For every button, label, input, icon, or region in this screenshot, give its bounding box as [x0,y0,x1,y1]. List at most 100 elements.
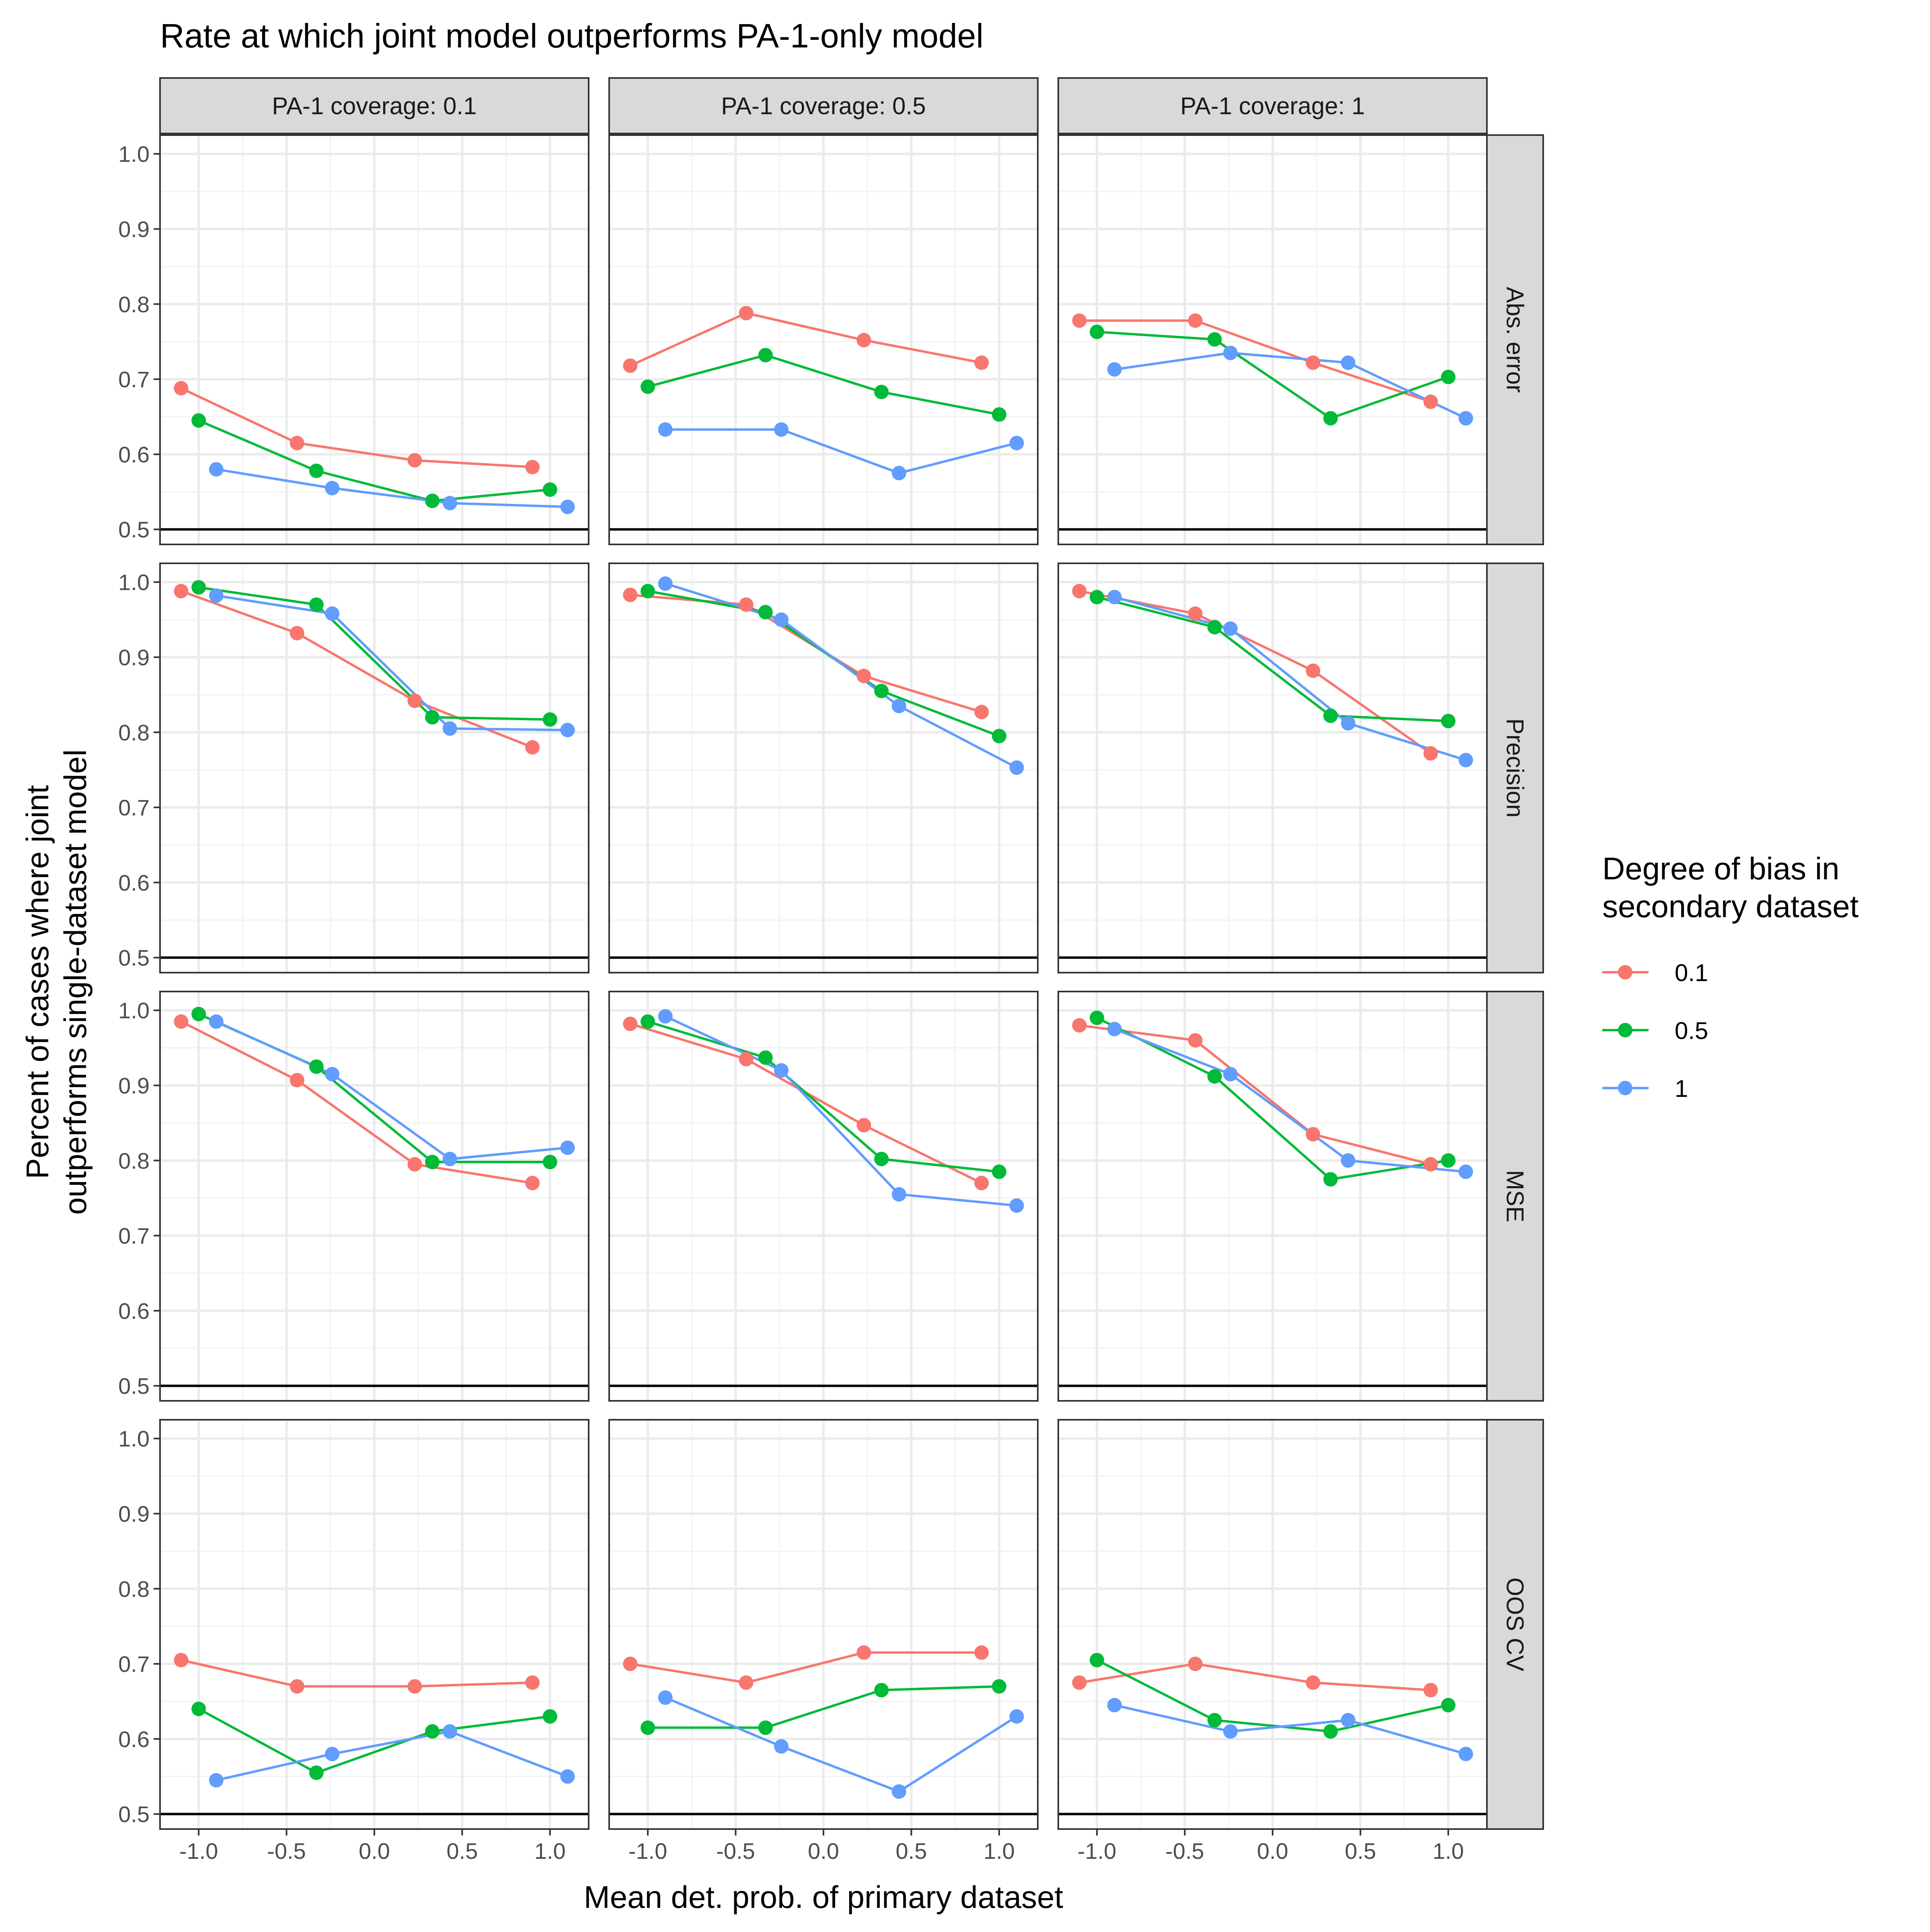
y-tick-label: 0.5 [118,517,150,542]
data-point-0-5 [309,463,324,478]
legend-key-point [1618,1023,1632,1037]
data-point-1 [325,1067,340,1082]
data-point-0-5 [641,584,655,599]
data-point-1 [209,588,224,603]
data-point-1 [442,1724,457,1739]
data-point-1 [1458,1164,1473,1179]
data-point-0-1 [525,1675,540,1690]
data-point-0-5 [1323,1172,1338,1187]
data-point-0-1 [974,1176,989,1191]
y-tick-label: 0.8 [118,1148,150,1173]
x-tick-label: 1.0 [983,1838,1015,1864]
y-tick-label: 1.0 [118,142,150,167]
data-point-0-1 [1188,606,1203,621]
panel-abs-error-col-3 [1057,134,1488,545]
data-point-0-1 [623,1016,638,1031]
data-point-0-1 [1072,584,1087,599]
data-point-1 [209,1014,224,1029]
data-point-0-1 [1072,1675,1087,1690]
strips-layer: PA-1 coverage: 0.1 PA-1 coverage: 0.5 PA-1… [159,77,1544,1830]
y-tick-label: 0.9 [118,216,150,242]
panel-border [608,563,1039,973]
data-point-1 [658,576,673,591]
column-strip-label: PA-1 coverage: 0.1 [272,92,476,119]
data-point-0-5 [1090,324,1105,339]
data-point-1 [1223,1724,1238,1739]
data-point-1 [1223,345,1238,360]
data-point-0-1 [174,1653,189,1667]
y-tick-label: 0.7 [118,367,150,392]
column-strip-label: PA-1 coverage: 0.5 [721,92,926,119]
row-strip-label: Precision [1502,719,1529,818]
y-tick-label: 0.7 [118,1651,150,1677]
x-tick-label: 0.5 [447,1838,478,1864]
data-point-0-5 [992,1164,1006,1179]
data-point-0-1 [974,704,989,719]
series-line-0-5 [198,586,550,721]
data-point-0-5 [874,1152,889,1166]
data-point-0-5 [1441,1698,1456,1712]
data-point-0-5 [641,1720,655,1735]
y-tick-label: 0.5 [118,945,150,971]
series-line-0-1 [181,590,533,749]
y-axis-title-line: outperforms single-dataset model [57,749,93,1215]
data-point-1 [891,698,906,713]
series-line-0-1 [181,387,533,468]
data-point-0-1 [1306,1127,1320,1142]
series-line-0-1 [630,312,982,367]
data-point-0-1 [1306,1675,1320,1690]
axes-layer: 0.5 0.6 0.7 0.8 0.9 1.0 0.5 0.6 0.7 0.8 0.9 1.0 0.5 0… [20,142,1464,1915]
data-point-1 [209,462,224,477]
panel-oos-cv-col-3 [1057,1419,1488,1830]
legend-item-1: 1 [1602,1075,1688,1102]
y-tick-label: 0.6 [118,1727,150,1752]
series-line-0-5 [198,419,550,502]
x-tick-label: 0.5 [896,1838,927,1864]
data-point-1 [891,1187,906,1202]
data-point-0-1 [739,306,754,320]
data-point-1 [658,422,673,437]
panel-border [159,563,589,973]
data-point-1 [1223,621,1238,636]
data-point-0-5 [542,1155,557,1170]
data-point-1 [325,480,340,495]
data-point-0-5 [191,1702,206,1716]
data-point-0-1 [407,1157,422,1172]
y-axis-title-line: Percent of cases where joint [20,785,55,1179]
data-point-0-5 [758,1050,773,1065]
data-point-1 [325,1747,340,1762]
data-point-0-5 [1441,714,1456,729]
legend-title-line: secondary dataset [1602,889,1859,924]
data-point-0-1 [1072,1018,1087,1033]
data-point-0-1 [1188,1033,1203,1048]
x-tick-label: -1.0 [628,1838,667,1864]
panel-border [159,991,589,1402]
series-line-1 [665,1696,1018,1793]
data-point-0-1 [974,355,989,370]
data-point-0-5 [1441,370,1456,384]
data-point-0-5 [874,1683,889,1698]
data-point-0-5 [758,605,773,620]
data-point-0-5 [874,684,889,698]
data-point-0-5 [1090,590,1105,605]
data-point-1 [1341,1713,1355,1728]
strip-background [1486,991,1544,1402]
data-point-0-5 [758,1720,773,1735]
legend-title-line: Degree of bias in [1602,851,1840,886]
y-tick-label: 1.0 [118,998,150,1023]
data-point-0-1 [407,1679,422,1694]
data-point-0-1 [525,460,540,474]
data-point-1 [1009,435,1024,450]
data-point-0-1 [1188,1657,1203,1671]
row-strip-precision: Precision [1486,563,1544,973]
series-line-0-5 [647,1020,1000,1173]
data-point-1 [891,1784,906,1799]
legend-item-0-5: 0.5 [1602,1017,1708,1044]
x-tick-label: 0.5 [1345,1838,1376,1864]
data-point-0-5 [992,729,1006,743]
data-point-1 [1009,1198,1024,1213]
data-point-1 [442,721,457,736]
data-point-1 [658,1009,673,1024]
